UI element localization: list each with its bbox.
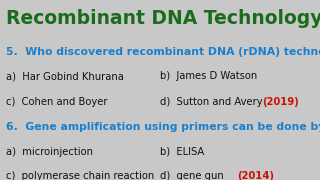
Text: (2014): (2014) [237,171,274,180]
Text: c)  Cohen and Boyer: c) Cohen and Boyer [6,97,108,107]
Text: d)  Sutton and Avery: d) Sutton and Avery [160,97,263,107]
Text: 6.  Gene amplification using primers can be done by: 6. Gene amplification using primers can … [6,122,320,132]
Text: (2019): (2019) [262,97,299,107]
Text: d)  gene gun: d) gene gun [160,171,224,180]
Text: 5.  Who discovered recombinant DNA (rDNA) technology?: 5. Who discovered recombinant DNA (rDNA)… [6,47,320,57]
Text: a)  microinjection: a) microinjection [6,147,93,157]
Text: c)  polymerase chain reaction: c) polymerase chain reaction [6,171,155,180]
Text: b)  James D Watson: b) James D Watson [160,71,257,81]
Text: Recombinant DNA Technology: Recombinant DNA Technology [6,9,320,28]
Text: a)  Har Gobind Khurana: a) Har Gobind Khurana [6,71,124,81]
Text: b)  ELISA: b) ELISA [160,147,204,157]
